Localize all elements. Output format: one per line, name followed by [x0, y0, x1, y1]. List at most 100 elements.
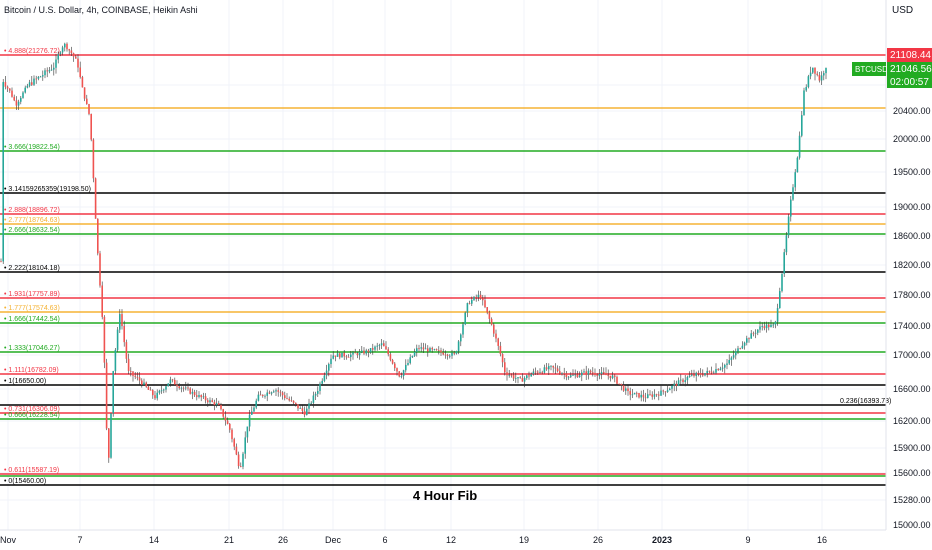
candle-body	[407, 363, 409, 365]
price-tick-label: 19000.00	[893, 202, 931, 212]
candle-body	[598, 373, 601, 376]
symbol-badge-text: BTCUSD	[855, 65, 888, 74]
candle-body	[713, 372, 715, 374]
candle-body	[596, 374, 598, 376]
candle-body	[583, 371, 585, 373]
fib-label: • 2.222(18104.18)	[4, 265, 60, 272]
candle-body	[385, 346, 387, 350]
candle-body	[548, 366, 550, 370]
candle-body	[519, 377, 521, 378]
candle-body	[328, 364, 330, 371]
candle-body	[776, 308, 779, 322]
candle-body	[28, 82, 31, 86]
candle-body	[409, 357, 411, 364]
candle-body	[761, 326, 763, 327]
candle-body	[466, 303, 469, 313]
time-axis[interactable]: Nov 7 14 21 26 Dec 6 12 19 26 2023 9 16	[0, 535, 827, 545]
candle-body	[167, 383, 169, 387]
candle-body	[702, 374, 704, 376]
chart-title: 4 Hour Fib	[413, 488, 477, 503]
candle-body	[343, 352, 345, 357]
candle-body	[651, 394, 653, 397]
candle-body	[422, 347, 425, 350]
candle-body	[732, 355, 735, 358]
candle-body	[675, 383, 678, 386]
candle-body	[561, 373, 563, 375]
candle-body	[64, 43, 66, 48]
candle-body	[537, 371, 539, 373]
candle-body	[101, 285, 103, 317]
candle-body	[279, 391, 282, 393]
time-tick-label: 2023	[652, 535, 672, 545]
candle-body	[222, 409, 224, 417]
candle-body	[803, 90, 805, 116]
candle-body	[46, 70, 48, 72]
candle-body	[231, 429, 233, 440]
candle-body	[193, 391, 196, 396]
candle-body	[398, 371, 400, 377]
candle-body	[138, 377, 141, 381]
candle-body	[823, 73, 825, 76]
candle-body	[116, 329, 119, 350]
current-price-text: 21046.56	[890, 64, 932, 75]
candle-body	[530, 374, 532, 377]
candle-body	[631, 394, 634, 396]
candle-body	[724, 364, 726, 368]
fib-label: • 1.931(17757.89)	[4, 291, 60, 298]
candle-body	[273, 391, 275, 393]
candle-body	[750, 333, 752, 339]
candle-body	[169, 379, 172, 384]
candle-body	[655, 394, 658, 396]
candle-body	[143, 382, 145, 385]
candle-body	[191, 391, 194, 394]
candle-body	[600, 372, 603, 374]
candle-body	[479, 294, 482, 299]
candle-body	[59, 52, 62, 55]
candle-body	[820, 75, 823, 81]
price-axis[interactable]: 20800.0020400.0020000.0019500.0019000.00…	[893, 80, 931, 530]
candle-body	[671, 385, 673, 389]
candle-body	[413, 351, 416, 356]
price-tick-label: 19500.00	[893, 167, 931, 177]
candle-body	[345, 356, 348, 358]
candle-body	[323, 375, 326, 381]
candle-body	[607, 375, 609, 376]
candle-body	[125, 342, 128, 359]
candle-body	[726, 363, 728, 365]
chart-header-title: Bitcoin / U.S. Dollar, 4h, COINBASE, Hei…	[4, 5, 198, 15]
candle-body	[20, 97, 22, 102]
candle-body	[72, 53, 75, 57]
candle-body	[493, 324, 495, 334]
candle-body	[429, 348, 431, 352]
candle-body	[266, 392, 268, 396]
candle-body	[75, 56, 77, 59]
candle-body	[592, 372, 594, 374]
candle-body	[746, 338, 748, 343]
candle-body	[68, 49, 70, 51]
candle-body	[673, 383, 675, 386]
candle-body	[92, 139, 95, 179]
candle-body	[704, 373, 706, 376]
candle-body	[308, 403, 310, 409]
candle-body	[438, 350, 440, 351]
candle-body	[640, 394, 642, 398]
candle-body	[332, 355, 334, 359]
candle-body	[0, 261, 2, 263]
candle-body	[130, 370, 132, 372]
candle-body	[570, 375, 572, 377]
candle-body	[708, 370, 711, 372]
candle-body	[174, 379, 176, 385]
candle-body	[486, 307, 488, 313]
candle-body	[818, 74, 821, 81]
candle-body	[666, 390, 669, 393]
fib-label: • 1.777(17574.63)	[4, 305, 60, 312]
candle-body	[400, 376, 403, 377]
candle-body	[374, 346, 376, 350]
candle-body	[504, 362, 506, 373]
candle-body	[682, 379, 684, 383]
candle-body	[664, 391, 667, 393]
candle-body	[464, 312, 466, 325]
candle-body	[165, 386, 167, 390]
fib-label: • 1.333(17046.27)	[4, 345, 60, 352]
